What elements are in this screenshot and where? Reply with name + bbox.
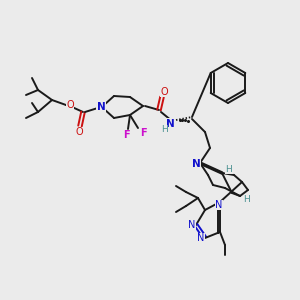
- Text: O: O: [160, 87, 168, 97]
- Text: O: O: [66, 100, 74, 110]
- Text: N: N: [192, 159, 200, 169]
- Text: N: N: [166, 119, 174, 129]
- Text: H: H: [244, 196, 250, 205]
- Text: O: O: [75, 127, 83, 137]
- Text: N: N: [197, 233, 205, 243]
- Text: H: H: [226, 164, 232, 173]
- Text: N: N: [97, 102, 105, 112]
- Text: F: F: [123, 130, 129, 140]
- Text: F: F: [140, 128, 146, 138]
- Text: N: N: [215, 200, 223, 210]
- Text: N: N: [188, 220, 196, 230]
- Text: H: H: [160, 125, 167, 134]
